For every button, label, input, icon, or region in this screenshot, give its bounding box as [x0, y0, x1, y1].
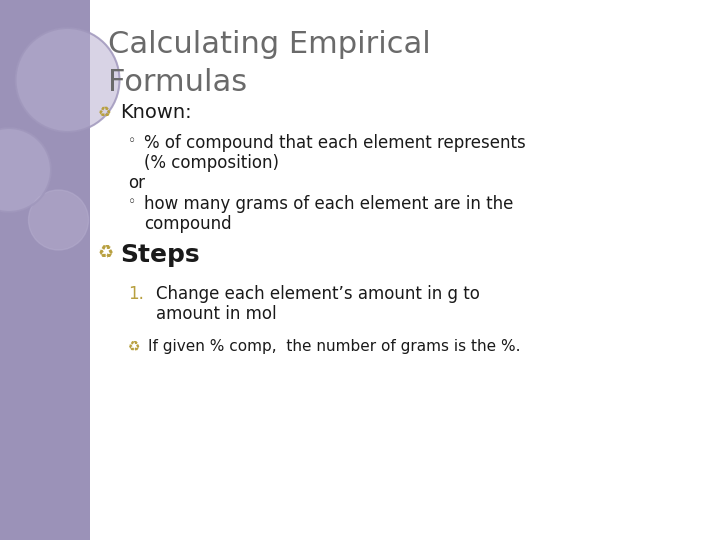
FancyBboxPatch shape [0, 0, 90, 540]
Text: or: or [128, 174, 145, 192]
Text: % of compound that each element represents: % of compound that each element represen… [144, 134, 526, 152]
Circle shape [16, 28, 120, 132]
Text: Formulas: Formulas [108, 68, 247, 97]
Text: If given % comp,  the number of grams is the %.: If given % comp, the number of grams is … [148, 339, 521, 354]
Text: Known:: Known: [120, 103, 192, 122]
Circle shape [29, 190, 89, 250]
Text: how many grams of each element are in the: how many grams of each element are in th… [144, 195, 513, 213]
Text: 1.: 1. [128, 285, 144, 303]
Text: ◦: ◦ [128, 195, 136, 209]
Text: ♻: ♻ [98, 105, 112, 120]
Text: Steps: Steps [120, 243, 199, 267]
Text: compound: compound [144, 215, 232, 233]
Text: Calculating Empirical: Calculating Empirical [108, 30, 431, 59]
Circle shape [0, 128, 51, 212]
Text: amount in mol: amount in mol [156, 305, 276, 323]
Text: Change each element’s amount in g to: Change each element’s amount in g to [156, 285, 480, 303]
Text: ◦: ◦ [128, 134, 136, 148]
Text: ♻: ♻ [128, 340, 140, 354]
Text: (% composition): (% composition) [144, 154, 279, 172]
Text: ♻: ♻ [98, 245, 114, 263]
